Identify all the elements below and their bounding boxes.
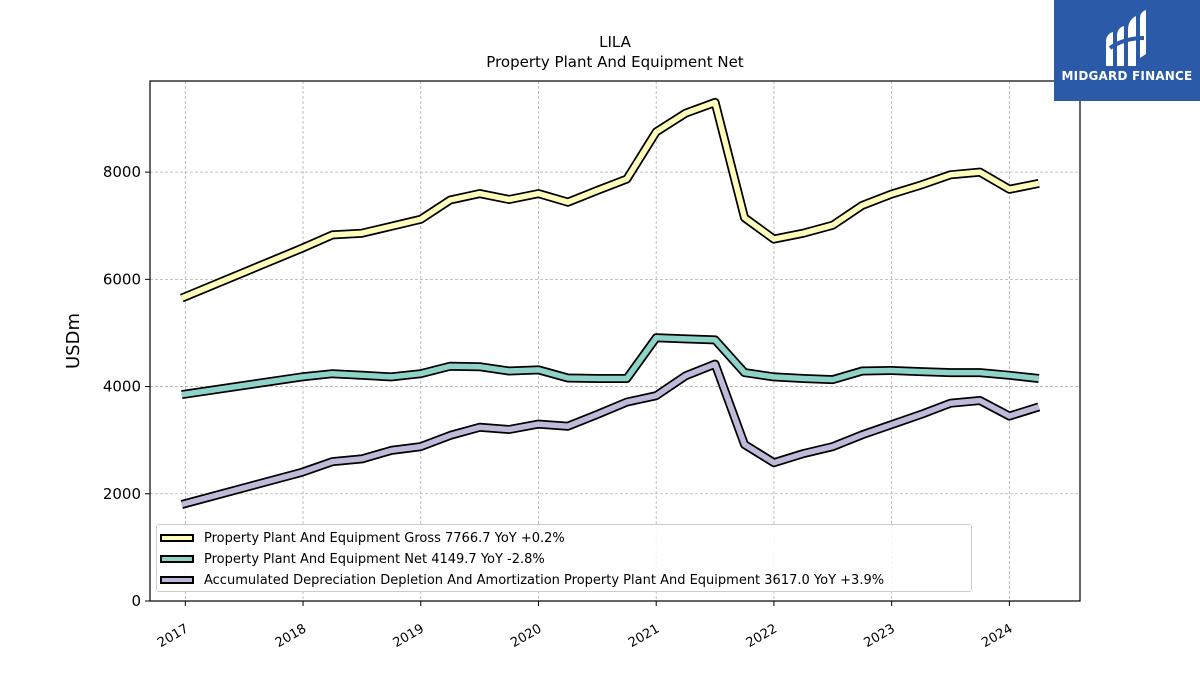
brand-name: MIDGARD FINANCE <box>1061 69 1193 83</box>
legend-swatch-gross <box>160 534 194 542</box>
y-tick-label: 6000 <box>103 270 141 288</box>
x-tick-label: 2022 <box>744 621 780 651</box>
series-outline-depreciation <box>180 359 1041 509</box>
grid-lines <box>150 81 1080 602</box>
legend-label-depreciation: Accumulated Depreciation Depletion And A… <box>204 572 885 588</box>
x-tick-label: 2024 <box>979 621 1015 651</box>
brand-mark-icon <box>1106 10 1146 66</box>
plot-frame <box>149 80 1081 602</box>
x-tick-label: 2018 <box>273 621 309 651</box>
series-outline-gross <box>180 97 1040 303</box>
series-lines <box>180 97 1041 509</box>
series-line-depreciation <box>181 361 1040 508</box>
legend-swatch-depreciation <box>160 576 194 584</box>
chart-subtitle: Property Plant And Equipment Net <box>486 53 743 71</box>
legend-label-gross: Property Plant And Equipment Gross 7766.… <box>204 530 565 546</box>
legend-swatch-net <box>160 555 194 563</box>
x-tick-label: 2023 <box>861 621 897 651</box>
x-tick-label: 2020 <box>508 621 544 651</box>
x-tick-label: 2019 <box>391 621 427 651</box>
brand-logo: MIDGARD FINANCE <box>1054 0 1200 101</box>
series-line-net <box>181 335 1040 398</box>
y-tick-label: 4000 <box>103 378 141 396</box>
legend-item-net: Property Plant And Equipment Net 4149.7 … <box>160 549 545 569</box>
legend: Property Plant And Equipment Gross 7766.… <box>156 524 972 592</box>
y-tick-label: 8000 <box>103 163 141 181</box>
chart-title: LILA <box>599 33 631 51</box>
y-axis-label: USDm <box>63 313 84 369</box>
x-tick-label: 2021 <box>626 621 662 651</box>
legend-item-depreciation: Accumulated Depreciation Depletion And A… <box>160 570 884 590</box>
legend-label-net: Property Plant And Equipment Net 4149.7 … <box>204 551 545 567</box>
series-outline-net <box>181 333 1040 400</box>
y-tick-label: 0 <box>131 592 141 610</box>
legend-item-gross: Property Plant And Equipment Gross 7766.… <box>160 528 565 548</box>
y-tick-label: 2000 <box>103 485 141 503</box>
x-tick-label: 2017 <box>155 621 191 651</box>
series-line-gross <box>180 99 1040 301</box>
